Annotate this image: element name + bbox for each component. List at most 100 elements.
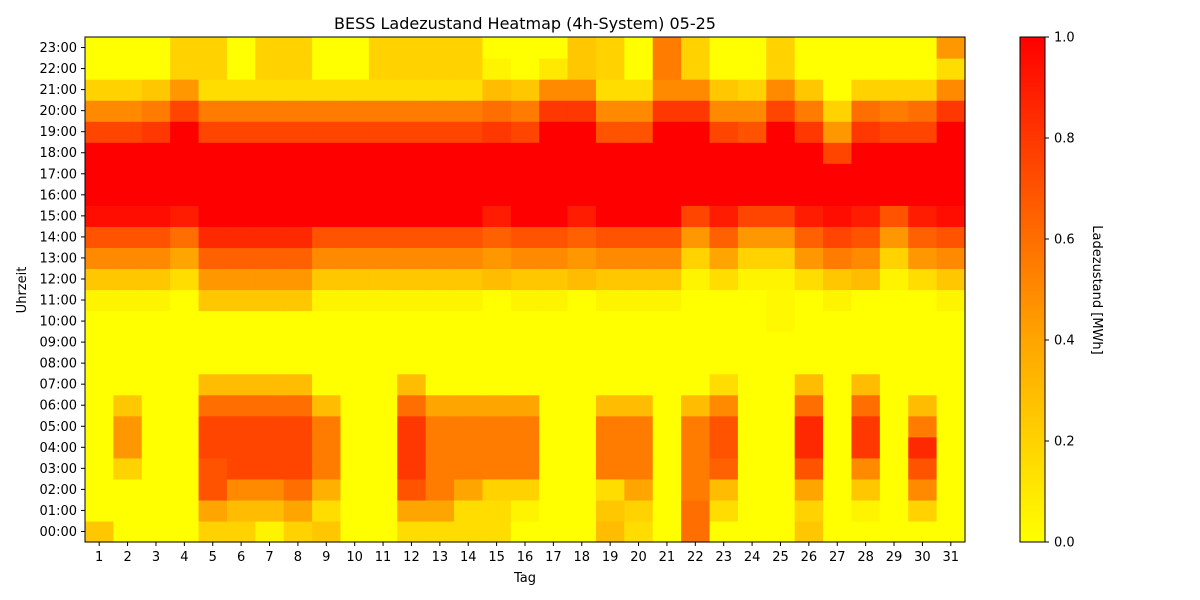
heatmap-cell: [737, 184, 767, 206]
heatmap-cell: [737, 226, 767, 249]
heatmap-cell: [170, 289, 200, 312]
heatmap-cell: [283, 352, 313, 375]
x-axis-ticks: 1 2 3 4 5 6 7 8 9 10 11 12 13 14 15 16 17 18 19 20 21 22 23 24 2…: [95, 542, 959, 565]
heatmap-cell: [226, 37, 256, 59]
heatmap-cell: [539, 289, 569, 312]
heatmap-cell: [766, 268, 796, 291]
heatmap-cell: [368, 184, 398, 206]
heatmap-cell: [141, 394, 171, 417]
y-tick-label: 17:00: [40, 167, 77, 182]
heatmap-cell: [908, 457, 938, 480]
heatmap-cell: [908, 37, 938, 59]
heatmap-cell: [567, 499, 597, 522]
heatmap-cell: [198, 100, 228, 122]
heatmap-cell: [794, 226, 824, 249]
heatmap-cell: [425, 310, 455, 333]
heatmap-cell: [454, 226, 484, 249]
heatmap-cell: [226, 478, 256, 501]
heatmap-cell: [624, 499, 654, 522]
heatmap-cell: [624, 457, 654, 480]
heatmap-cell: [226, 268, 256, 291]
heatmap-cell: [397, 478, 427, 501]
heatmap-cell: [510, 226, 540, 249]
heatmap-cell: [397, 499, 427, 522]
heatmap-cell: [113, 520, 143, 543]
heatmap-cell: [170, 121, 200, 143]
heatmap-cell: [141, 457, 171, 480]
heatmap-cell: [170, 352, 200, 375]
heatmap-cell: [482, 58, 512, 80]
heatmap-cell: [340, 415, 370, 438]
heatmap-cell: [823, 310, 853, 333]
heatmap-cell: [936, 37, 966, 59]
heatmap-cell: [198, 478, 228, 501]
heatmap-cell: [794, 331, 824, 354]
heatmap-cell: [624, 121, 654, 143]
heatmap-cell: [624, 373, 654, 396]
heatmap-cell: [255, 415, 285, 438]
heatmap-cell: [85, 142, 114, 164]
heatmap-cell: [737, 121, 767, 143]
heatmap-cell: [340, 142, 370, 164]
heatmap-cell: [879, 457, 909, 480]
heatmap-cell: [709, 142, 739, 164]
heatmap-cell: [709, 289, 739, 312]
heatmap-cell: [198, 184, 228, 206]
heatmap-cell: [283, 37, 313, 59]
heatmap-cell: [936, 436, 966, 459]
x-tick-label: 4: [180, 550, 188, 565]
heatmap-cell: [851, 58, 881, 80]
y-tick-label: 21:00: [40, 83, 77, 98]
heatmap-cell: [397, 184, 427, 206]
y-tick-label: 07:00: [40, 378, 77, 393]
heatmap-cell: [908, 205, 938, 227]
heatmap-cell: [226, 163, 256, 185]
heatmap-cell: [226, 415, 256, 438]
heatmap-cell: [141, 373, 171, 396]
heatmap-cell: [454, 58, 484, 80]
heatmap-cell: [340, 184, 370, 206]
y-tick-label: 00:00: [40, 525, 77, 540]
heatmap-cell: [539, 58, 569, 80]
heatmap-cell: [283, 310, 313, 333]
heatmap-cell: [709, 352, 739, 375]
heatmap-cell: [851, 478, 881, 501]
heatmap-cell: [454, 394, 484, 417]
heatmap-cell: [624, 394, 654, 417]
heatmap-cell: [198, 394, 228, 417]
heatmap-cell: [908, 121, 938, 143]
heatmap-cell: [312, 499, 342, 522]
heatmap-cell: [85, 121, 114, 143]
heatmap-cell: [595, 100, 625, 122]
heatmap-cell: [766, 331, 796, 354]
heatmap-cell: [851, 289, 881, 312]
heatmap-cell: [425, 121, 455, 143]
heatmap-cell: [454, 163, 484, 185]
heatmap-cell: [368, 310, 398, 333]
heatmap-cell: [198, 499, 228, 522]
heatmap-cell: [113, 184, 143, 206]
heatmap-cell: [539, 478, 569, 501]
heatmap-cell: [567, 226, 597, 249]
heatmap-cell: [198, 457, 228, 480]
heatmap-cell: [766, 499, 796, 522]
heatmap-cell: [226, 457, 256, 480]
heatmap-cell: [255, 205, 285, 227]
heatmap-cell: [681, 184, 711, 206]
heatmap-cell: [113, 37, 143, 59]
heatmap-cell: [879, 352, 909, 375]
heatmap-cell: [170, 142, 200, 164]
heatmap-cell: [283, 247, 313, 270]
heatmap-cell: [737, 142, 767, 164]
heatmap-cell: [454, 457, 484, 480]
heatmap-cell: [567, 184, 597, 206]
heatmap-cell: [908, 310, 938, 333]
heatmap-cell: [595, 478, 625, 501]
heatmap-cell: [255, 394, 285, 417]
heatmap-cell: [936, 520, 966, 543]
heatmap-cell: [85, 58, 114, 80]
heatmap-cell: [368, 436, 398, 459]
heatmap-cell: [539, 79, 569, 101]
x-tick-label: 5: [209, 550, 217, 565]
